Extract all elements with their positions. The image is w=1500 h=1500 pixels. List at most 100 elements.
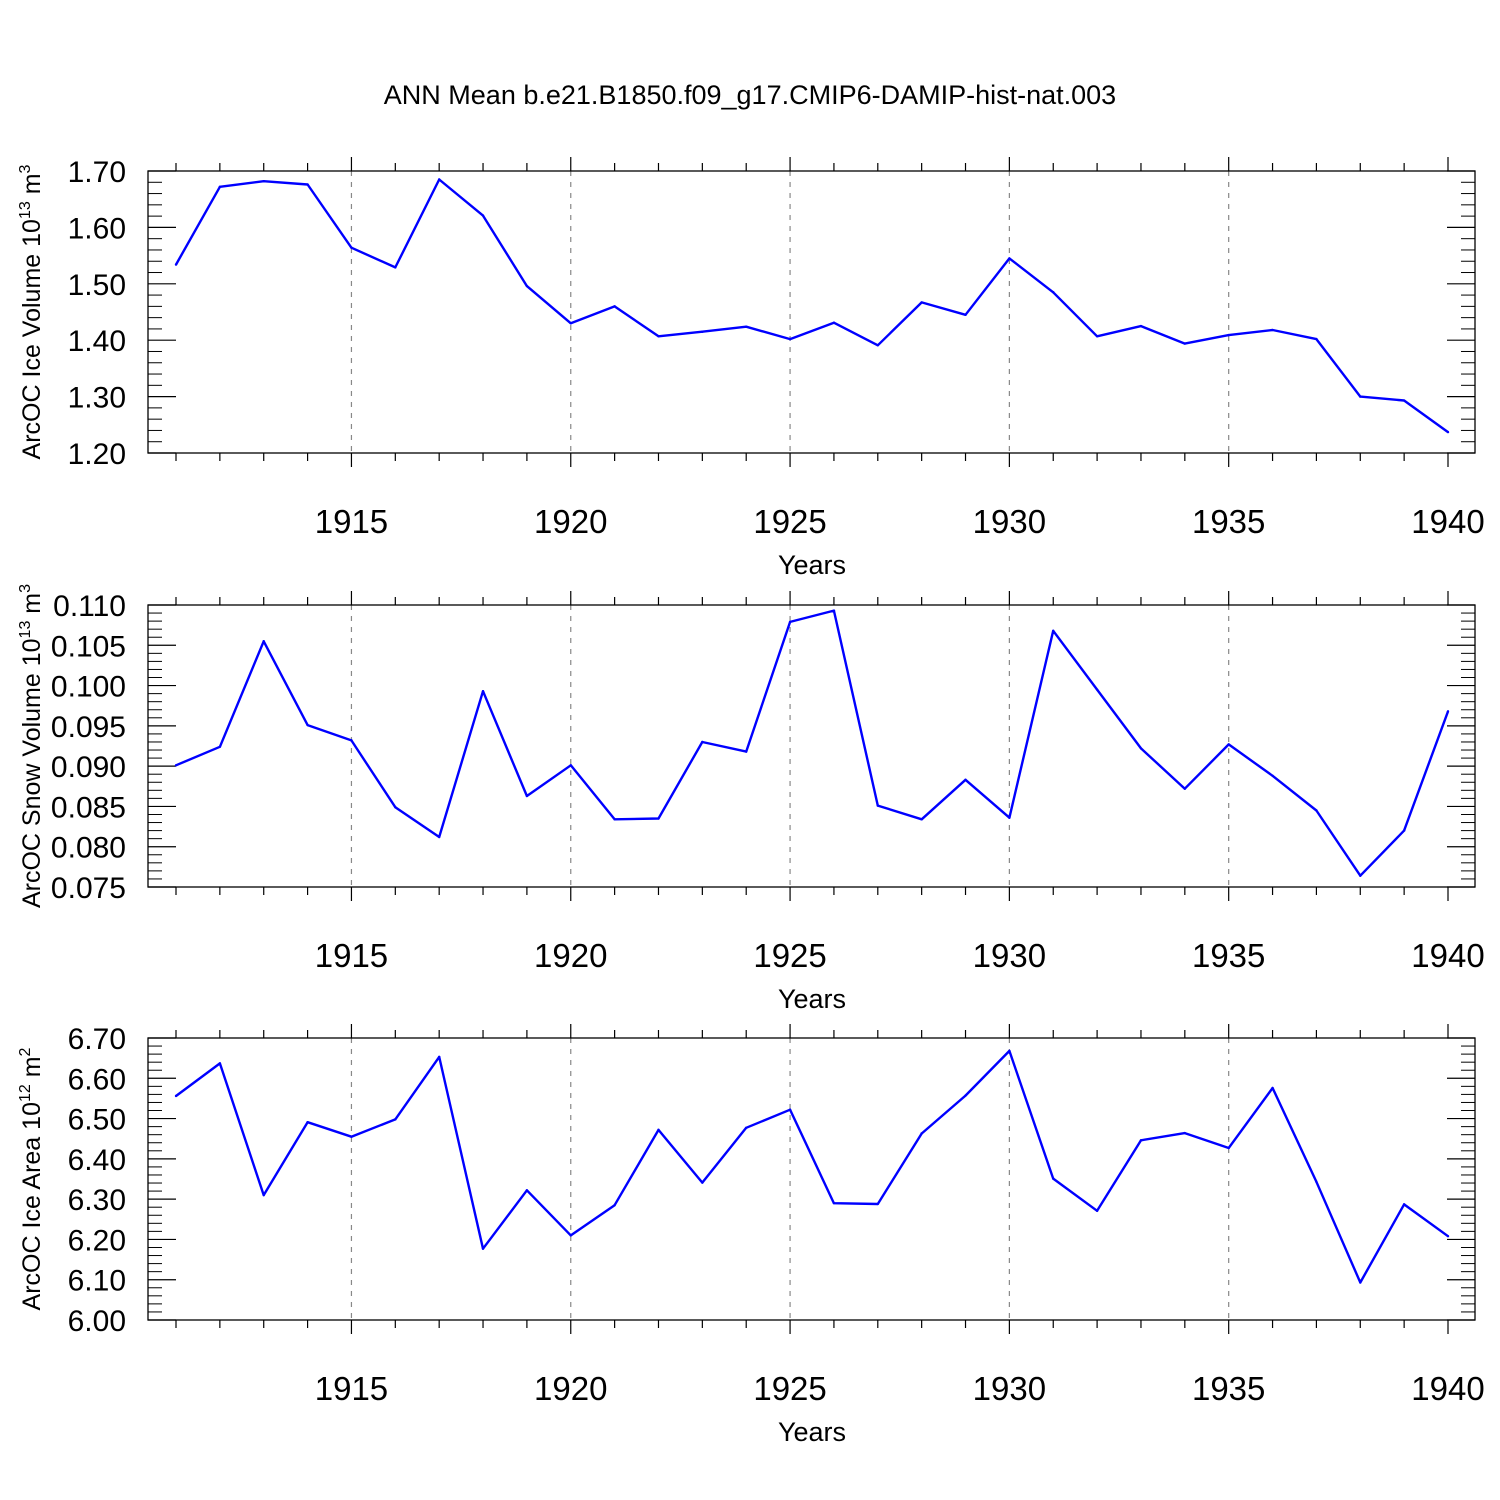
- y-tick-label: 0.105: [51, 630, 126, 663]
- y-tick-label: 1.50: [68, 269, 126, 302]
- x-tick-label: 1940: [1411, 503, 1484, 540]
- chart-title: ANN Mean b.e21.B1850.f09_g17.CMIP6-DAMIP…: [384, 80, 1116, 110]
- data-point: [964, 1094, 967, 1097]
- data-point: [174, 263, 178, 266]
- x-axis-label: Years: [778, 550, 846, 580]
- y-tick-label: 1.30: [68, 382, 126, 415]
- data-point: [1446, 430, 1450, 434]
- data-point: [174, 764, 178, 767]
- data-point: [832, 321, 836, 324]
- y-axis-label: ArcOC Ice Volume 1013 m3: [17, 164, 46, 459]
- y-axis-label-unit-exp: 2: [17, 1047, 34, 1056]
- y-axis-label-unit: m: [18, 593, 46, 621]
- data-point: [1227, 1146, 1230, 1150]
- x-tick-label: 1925: [753, 937, 826, 974]
- data-point: [262, 179, 265, 183]
- data-point: [788, 337, 792, 341]
- data-point: [964, 778, 967, 782]
- y-tick-label: 6.60: [68, 1063, 126, 1096]
- y-tick-label: 1.70: [68, 156, 126, 189]
- data-point: [306, 183, 309, 186]
- panel-ice-area: 6.00 6.10 6.20 6.30 6.40 6.50 6.60 6.70 1915 1920…: [17, 1023, 1485, 1447]
- data-point: [876, 344, 879, 347]
- y-tick-label: 0.090: [51, 751, 126, 784]
- y-axis-label-exp: 12: [17, 1084, 34, 1102]
- data-point: [657, 1128, 660, 1132]
- data-point: [701, 740, 704, 744]
- data-point: [920, 818, 923, 821]
- data-point: [1008, 1049, 1011, 1053]
- data-point: [569, 322, 572, 325]
- data-point: [481, 214, 485, 217]
- data-point: [350, 739, 353, 742]
- data-point: [1183, 342, 1187, 345]
- panel-ice-volume: 1.20 1.30 1.40 1.50 1.60 1.70 1915 1920 1925 1930…: [17, 156, 1485, 580]
- data-point: [1095, 688, 1099, 691]
- data-point: [1095, 335, 1099, 338]
- y-axis-label-unit-exp: 3: [17, 164, 34, 173]
- data-point: [262, 640, 265, 643]
- data-point: [876, 804, 879, 807]
- x-tick-label: 1920: [534, 1370, 607, 1407]
- y-tick-label: 0.110: [53, 590, 126, 623]
- y-tick-label: 0.100: [51, 671, 126, 704]
- y-axis-label-exp: 13: [17, 621, 34, 639]
- y-axis-label-unit: m: [18, 1056, 46, 1084]
- series-line: [175, 609, 1450, 877]
- data-point: [1008, 816, 1011, 819]
- data-point: [218, 745, 222, 749]
- data-point: [1402, 829, 1406, 832]
- data-point: [1052, 291, 1055, 294]
- data-point: [1183, 787, 1187, 790]
- panel-snow-volume: 0.075 0.080 0.085 0.090 0.095 0.100 0.105 0.110…: [17, 584, 1485, 1014]
- data-point: [350, 246, 353, 249]
- x-tick-label: 1940: [1411, 1370, 1484, 1407]
- data-point: [745, 1126, 748, 1130]
- data-point: [1315, 809, 1318, 812]
- data-point: [1271, 774, 1274, 778]
- y-axis-label-text: ArcOC Ice Volume 10: [18, 219, 46, 459]
- y-axis-label-text: ArcOC Snow Volume 10: [18, 638, 46, 908]
- data-point: [1446, 1235, 1450, 1238]
- data-point: [876, 1202, 879, 1206]
- x-tick-label: 1930: [973, 937, 1046, 974]
- data-point: [613, 305, 616, 308]
- data-point: [701, 330, 704, 333]
- data-point: [1446, 710, 1450, 713]
- x-tick-label: 1925: [753, 503, 826, 540]
- data-point: [788, 620, 792, 624]
- data-point: [1359, 395, 1362, 398]
- x-tick-label: 1930: [973, 503, 1046, 540]
- y-axis-label-unit: m: [18, 173, 46, 201]
- y-axis-label-exp: 13: [17, 201, 34, 219]
- data-point: [525, 1189, 529, 1192]
- data-point: [1008, 257, 1011, 260]
- y-axis-label: ArcOC Ice Area 1012 m2: [17, 1047, 46, 1310]
- data-point: [569, 1234, 572, 1237]
- x-axis-label: Years: [778, 1417, 846, 1447]
- data-point: [525, 284, 529, 288]
- data-point: [701, 1181, 704, 1184]
- data-point: [218, 1062, 222, 1065]
- data-point: [657, 817, 660, 820]
- y-tick-label: 6.00: [68, 1305, 126, 1338]
- data-point: [1359, 1281, 1362, 1284]
- y-tick-label: 1.20: [68, 438, 126, 471]
- data-point: [1402, 1203, 1406, 1206]
- data-point: [1139, 747, 1143, 750]
- series-line: [175, 1049, 1449, 1284]
- data-point: [788, 1108, 792, 1111]
- y-tick-label: 6.20: [68, 1224, 126, 1257]
- data-point: [613, 818, 616, 821]
- x-tick-label: 1935: [1192, 503, 1265, 540]
- x-tick-label: 1915: [315, 937, 388, 974]
- data-point: [920, 1132, 923, 1135]
- data-point: [218, 185, 222, 188]
- x-axis-label: Years: [778, 984, 846, 1014]
- series-line: [174, 178, 1449, 434]
- x-tick-label: 1920: [534, 503, 607, 540]
- y-tick-label: 6.30: [68, 1184, 126, 1217]
- data-point: [394, 1118, 397, 1121]
- x-tick-label: 1915: [315, 503, 388, 540]
- x-tick-label: 1930: [973, 1370, 1046, 1407]
